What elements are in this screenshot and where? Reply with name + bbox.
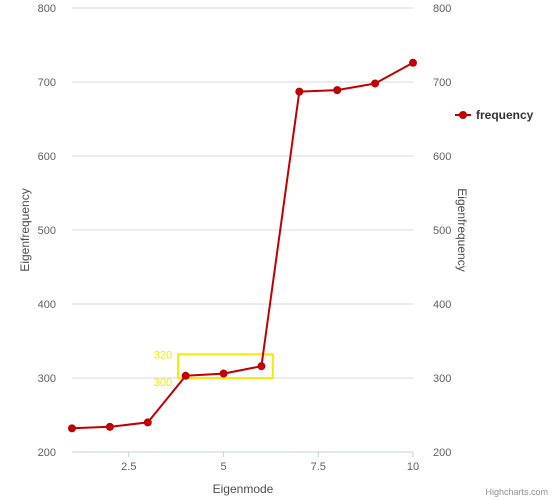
y-tick-label-left-400: 400 — [38, 299, 56, 311]
grid-lines — [72, 7, 413, 453]
y-tick-label-left-800: 800 — [38, 3, 56, 15]
legend-label-frequency: frequency — [476, 108, 534, 122]
x-tick-label-7.5: 7.5 — [311, 461, 326, 473]
legend[interactable]: frequency — [455, 108, 534, 122]
legend-marker — [459, 111, 467, 119]
highlight-rect — [177, 353, 274, 380]
y-tick-label-right-500: 500 — [433, 225, 451, 237]
data-point[interactable] — [143, 418, 152, 427]
data-point[interactable] — [105, 422, 114, 431]
y-axis-right: 200 300 400 500 600 700 800 — [433, 3, 451, 459]
series-frequency[interactable] — [68, 58, 417, 433]
data-point[interactable] — [295, 87, 304, 96]
y-axis-title-right: Eigenfrequency — [455, 188, 469, 271]
series-line-frequency — [71, 61, 414, 430]
y-axis-left: 200 300 400 500 600 700 800 — [38, 3, 56, 459]
data-point[interactable] — [371, 79, 380, 88]
y-tick-label-right-600: 600 — [433, 151, 451, 163]
x-tick-label-5: 5 — [220, 461, 226, 473]
data-point[interactable] — [68, 424, 76, 433]
credits-link[interactable]: Highcharts.com — [485, 487, 548, 497]
data-point[interactable] — [219, 369, 228, 378]
x-tick-label-10: 10 — [407, 461, 419, 473]
y-tick-label-left-300: 300 — [38, 373, 56, 385]
y-tick-label-right-800: 800 — [433, 3, 451, 15]
highlight-label-high: 320 — [154, 349, 172, 361]
x-axis-title: Eigenmode — [213, 482, 274, 496]
y-tick-label-right-300: 300 — [433, 373, 451, 385]
data-point[interactable] — [333, 86, 342, 95]
x-tick-label-2.5: 2.5 — [121, 461, 136, 473]
x-axis: 2.5 5 7.5 10 — [121, 452, 419, 473]
highlight-band: 320 300 — [154, 349, 274, 389]
y-tick-label-left-600: 600 — [38, 151, 56, 163]
data-point[interactable] — [257, 362, 266, 371]
y-tick-label-left-500: 500 — [38, 225, 56, 237]
y-tick-label-right-400: 400 — [433, 299, 451, 311]
y-tick-label-right-700: 700 — [433, 77, 451, 89]
y-tick-label-right-200: 200 — [433, 447, 451, 459]
y-axis-title-left: Eigenfrequency — [18, 188, 32, 271]
data-point[interactable] — [409, 58, 417, 67]
y-tick-label-left-200: 200 — [38, 447, 56, 459]
highlight-label-low: 300 — [154, 377, 172, 389]
y-tick-label-left-700: 700 — [38, 77, 56, 89]
data-point[interactable] — [181, 371, 190, 380]
